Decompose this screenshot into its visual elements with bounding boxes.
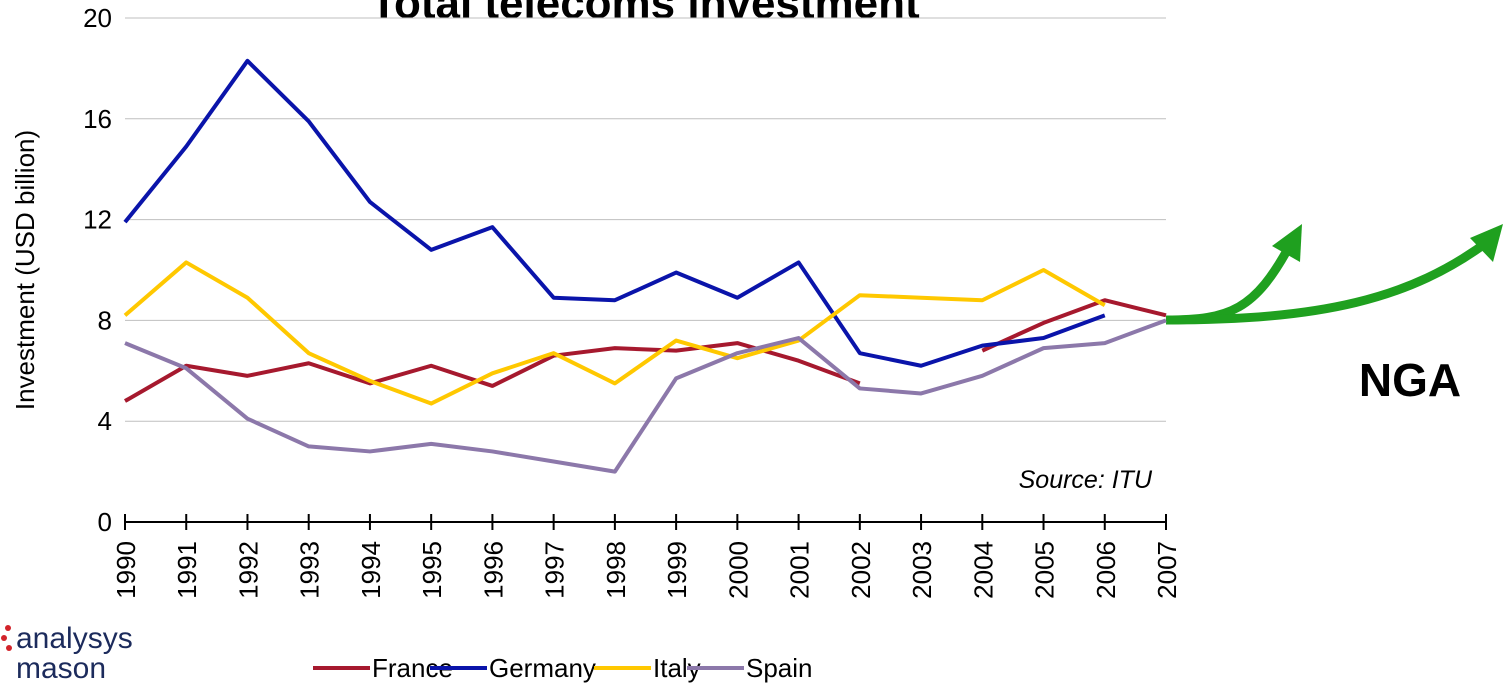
arrow-head xyxy=(1470,224,1503,262)
x-tick-label: 2002 xyxy=(846,541,876,599)
legend-label: Germany xyxy=(489,653,596,683)
y-tick-label: 4 xyxy=(98,406,112,436)
logo-dot xyxy=(5,625,11,631)
arrow-shaft xyxy=(1165,236,1493,325)
y-tick-label: 20 xyxy=(83,3,112,33)
legend-label: Spain xyxy=(746,653,813,683)
series-line xyxy=(124,318,1167,474)
x-tick-label: 2007 xyxy=(1152,541,1182,599)
y-axis-label: Investment (USD billion) xyxy=(10,130,40,410)
series-line xyxy=(123,58,1106,368)
x-tick-label: 1998 xyxy=(601,541,631,599)
logo-text: analysys xyxy=(16,622,133,655)
x-tick-label: 1997 xyxy=(540,541,570,599)
logo-dot xyxy=(1,635,7,641)
logo: analysys mason xyxy=(1,622,133,685)
x-tick-label: 2003 xyxy=(907,541,937,599)
x-tick-label: 2006 xyxy=(1091,541,1121,599)
x-tick-label: 1999 xyxy=(662,541,692,599)
logo-text: mason xyxy=(16,652,106,685)
nga-arrows xyxy=(1165,236,1493,325)
x-tick-label: 2005 xyxy=(1030,541,1060,599)
x-tick-label: 1991 xyxy=(172,541,202,599)
series-line xyxy=(123,260,1106,406)
x-tick-label: 2001 xyxy=(785,541,815,599)
x-tick-label: 1996 xyxy=(478,541,508,599)
x-tick-label: 2004 xyxy=(968,541,998,599)
logo-dot xyxy=(6,645,12,651)
x-tick-label: 1995 xyxy=(417,541,447,599)
arrow-head xyxy=(1272,224,1302,262)
y-tick-label: 16 xyxy=(83,104,112,134)
x-tick-label: 1990 xyxy=(111,541,141,599)
y-tick-label: 12 xyxy=(83,205,112,235)
chart-title: Total telecoms investment xyxy=(370,0,920,28)
nga-label: NGA xyxy=(1359,354,1461,406)
x-tick-label: 1993 xyxy=(295,541,325,599)
series-line xyxy=(124,298,1167,403)
y-tick-label: 8 xyxy=(98,305,112,335)
source-note: Source: ITU xyxy=(1019,466,1153,494)
x-tick-label: 1994 xyxy=(356,541,386,599)
x-tick-label: 2000 xyxy=(723,541,753,599)
arrow-shaft xyxy=(1165,242,1294,325)
y-tick-label: 0 xyxy=(98,507,112,537)
x-tick-label: 1992 xyxy=(233,541,263,599)
